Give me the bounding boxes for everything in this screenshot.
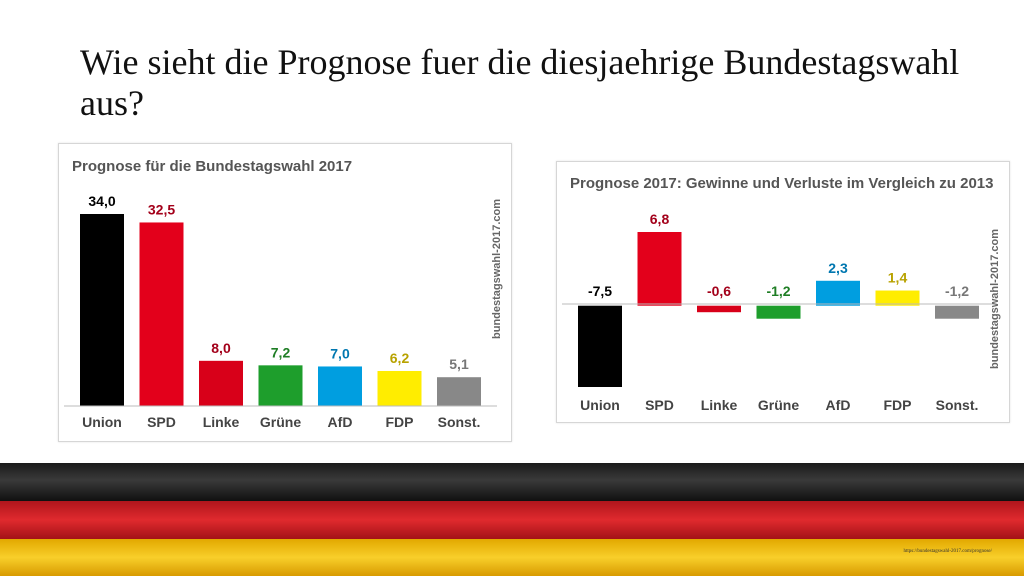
chart-panel-prognose: Prognose für die Bundestagswahl 2017 34,0… [58,143,512,442]
data-label: 2,3 [828,260,848,276]
bar-linke [697,305,741,313]
bar-linke [199,360,243,406]
bar-sonst [935,305,979,319]
category-label: FDP [884,397,912,413]
chart-title: Prognose für die Bundestagswahl 2017 [72,158,352,175]
chart-title: Prognose 2017: Gewinne und Verluste im V… [570,175,994,192]
data-label: 34,0 [88,193,115,209]
bar-union [578,305,622,387]
prognose-bar-chart: Prognose für die Bundestagswahl 2017 34,0… [64,158,503,430]
category-label: Grüne [758,397,799,413]
data-label: 6,2 [390,350,410,366]
chart-panel-gewinne-verluste: Prognose 2017: Gewinne und Verluste im V… [556,161,1010,423]
category-label: Union [82,414,122,430]
category-label: Grüne [260,414,301,430]
data-label: -0,6 [707,283,731,299]
flag-stripe-red [0,501,1024,539]
data-label: 1,4 [888,270,908,286]
data-label: 7,2 [271,344,291,360]
category-label: AfD [328,414,353,430]
bar-fdp [875,290,920,306]
bar-spd [637,232,682,306]
bar-fdp [377,370,422,406]
category-label: Union [580,397,620,413]
bar-spd [139,222,184,406]
gewinne-verluste-bar-chart: Prognose 2017: Gewinne und Verluste im V… [562,175,1001,413]
category-label: Sonst. [438,414,481,430]
category-label: SPD [645,397,674,413]
bar-afd [318,366,362,406]
data-label: 6,8 [650,211,670,227]
data-label: 7,0 [330,345,350,361]
category-label: SPD [147,414,176,430]
slide-title: Wie sieht die Prognose fuer die diesjaeh… [80,42,960,123]
bar-afd [816,280,860,306]
data-label: -7,5 [588,283,612,299]
bar-grne [756,305,801,319]
data-label: 32,5 [148,201,175,217]
data-label: -1,2 [766,283,790,299]
category-label: Linke [701,397,738,413]
source-url: https://bundestagswahl-2017.com/prognose… [903,549,992,554]
bar-union [80,214,124,406]
bar-sonst [437,377,481,406]
category-label: AfD [826,397,851,413]
category-label: Sonst. [936,397,979,413]
category-label: Linke [203,414,240,430]
data-label: 5,1 [449,356,469,372]
bar-grne [258,365,303,406]
category-label: FDP [386,414,414,430]
flag-stripe-black [0,463,1024,501]
german-flag-banner [0,463,1024,576]
flag-stripe-gold [0,539,1024,576]
watermark-text: bundestagswahl-2017.com [989,229,1001,369]
watermark-text: bundestagswahl-2017.com [491,199,503,339]
data-label: 8,0 [211,340,231,356]
data-label: -1,2 [945,283,969,299]
